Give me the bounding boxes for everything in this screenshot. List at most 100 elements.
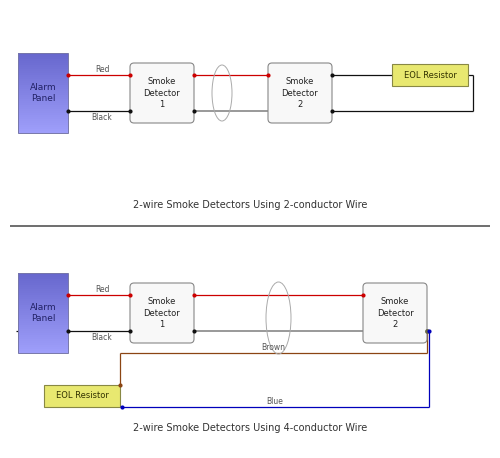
Bar	[18, 291, 68, 293]
Text: Smoke
Detector
1: Smoke Detector 1	[144, 76, 180, 109]
Bar	[18, 327, 68, 329]
Bar	[18, 339, 68, 341]
Bar	[18, 345, 68, 347]
Text: EOL Resistor: EOL Resistor	[56, 392, 108, 400]
Bar	[18, 107, 68, 109]
Bar	[18, 273, 68, 275]
Text: Red: Red	[95, 65, 109, 73]
Bar	[18, 331, 68, 333]
FancyBboxPatch shape	[363, 283, 427, 343]
Text: Alarm
Panel: Alarm Panel	[30, 83, 56, 103]
Bar	[18, 85, 68, 87]
Bar	[18, 341, 68, 343]
Bar	[18, 279, 68, 281]
FancyBboxPatch shape	[130, 63, 194, 123]
Bar	[18, 95, 68, 97]
Bar	[18, 281, 68, 283]
Bar	[18, 299, 68, 301]
Text: Smoke
Detector
1: Smoke Detector 1	[144, 297, 180, 329]
Bar	[18, 285, 68, 287]
Bar	[18, 111, 68, 113]
Text: Blue: Blue	[266, 397, 283, 405]
Text: Red: Red	[95, 284, 109, 294]
Bar	[18, 117, 68, 119]
Bar	[18, 69, 68, 71]
Bar	[18, 305, 68, 307]
Text: Smoke
Detector
2: Smoke Detector 2	[282, 76, 319, 109]
Bar	[18, 315, 68, 317]
Bar	[18, 273, 68, 353]
Bar	[18, 57, 68, 59]
Bar	[18, 75, 68, 77]
Text: Black: Black	[92, 333, 112, 342]
Bar	[18, 83, 68, 85]
Bar	[18, 333, 68, 335]
Bar	[18, 73, 68, 75]
Bar	[44, 385, 120, 407]
Bar	[18, 77, 68, 79]
Bar	[18, 129, 68, 131]
Bar	[18, 319, 68, 321]
Bar	[18, 109, 68, 111]
Bar	[18, 337, 68, 339]
Bar	[18, 87, 68, 89]
Bar	[18, 321, 68, 323]
Bar	[18, 125, 68, 127]
Bar	[18, 113, 68, 115]
Bar	[18, 55, 68, 57]
Bar	[18, 97, 68, 99]
Bar	[18, 289, 68, 291]
FancyBboxPatch shape	[130, 283, 194, 343]
Bar	[18, 67, 68, 69]
Bar	[18, 293, 68, 295]
Bar	[18, 311, 68, 313]
Bar	[18, 287, 68, 289]
Bar	[18, 63, 68, 65]
Bar	[18, 121, 68, 123]
Text: Smoke
Detector
2: Smoke Detector 2	[376, 297, 414, 329]
Bar	[18, 91, 68, 93]
Bar	[18, 89, 68, 91]
Bar	[18, 313, 68, 315]
Text: 2-wire Smoke Detectors Using 4-conductor Wire: 2-wire Smoke Detectors Using 4-conductor…	[133, 423, 367, 433]
Text: Brown: Brown	[262, 343, 285, 351]
Bar	[18, 53, 68, 133]
Bar	[18, 101, 68, 103]
Bar	[18, 99, 68, 101]
Bar	[18, 347, 68, 349]
Text: Alarm
Panel: Alarm Panel	[30, 303, 56, 323]
Bar	[392, 64, 468, 86]
Bar	[18, 343, 68, 345]
Bar	[18, 71, 68, 73]
Bar	[18, 295, 68, 297]
Bar	[18, 61, 68, 63]
Bar	[18, 275, 68, 277]
Bar	[18, 123, 68, 125]
Bar	[18, 79, 68, 81]
Bar	[18, 323, 68, 325]
Bar	[18, 59, 68, 61]
Bar	[18, 335, 68, 337]
Bar	[18, 349, 68, 351]
Bar	[18, 329, 68, 331]
Text: EOL Resistor: EOL Resistor	[404, 71, 456, 80]
Bar	[18, 277, 68, 279]
Bar	[18, 351, 68, 353]
Bar	[18, 131, 68, 133]
Bar	[18, 297, 68, 299]
Bar	[18, 65, 68, 67]
Text: Black: Black	[92, 113, 112, 121]
Text: 2-wire Smoke Detectors Using 2-conductor Wire: 2-wire Smoke Detectors Using 2-conductor…	[133, 200, 367, 210]
Bar	[18, 93, 68, 95]
Bar	[18, 325, 68, 327]
Bar	[18, 53, 68, 55]
Bar	[18, 119, 68, 121]
Bar	[18, 105, 68, 107]
Bar	[18, 283, 68, 285]
FancyBboxPatch shape	[268, 63, 332, 123]
Bar	[18, 127, 68, 129]
Bar	[18, 115, 68, 117]
Bar	[18, 307, 68, 309]
Bar	[18, 301, 68, 303]
Bar	[18, 103, 68, 105]
